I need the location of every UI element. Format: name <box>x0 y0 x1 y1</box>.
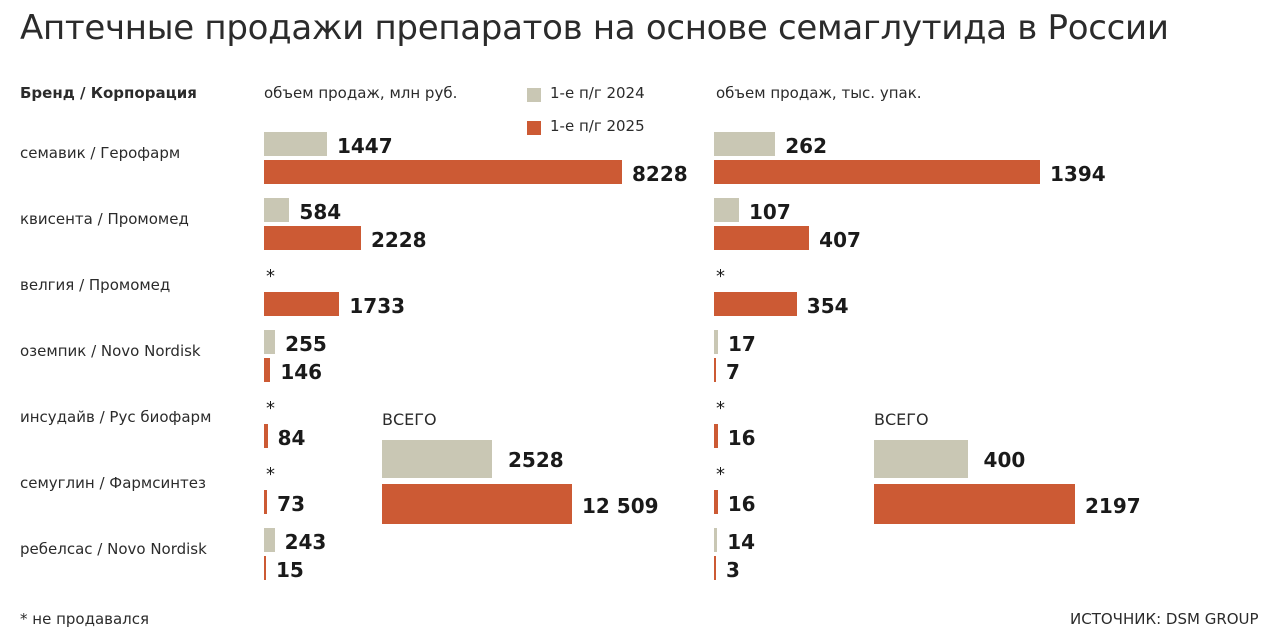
value-label-2025: 8228 <box>632 162 688 186</box>
not-sold-mark: * <box>266 464 275 485</box>
bar-2025 <box>264 556 266 580</box>
bar-2025 <box>264 424 268 448</box>
total-bar-2024 <box>382 440 492 478</box>
legend-swatch-2024 <box>527 88 541 102</box>
not-sold-mark: * <box>716 266 725 287</box>
total-value-2025: 2197 <box>1085 494 1141 518</box>
value-label-2025: 3 <box>726 558 740 582</box>
value-label-2024: 243 <box>284 530 327 554</box>
bar-2025 <box>264 358 271 382</box>
bar-2024 <box>714 528 718 552</box>
not-sold-mark: * <box>266 398 275 419</box>
bar-2025 <box>264 160 622 184</box>
bar-2024 <box>264 132 327 156</box>
bar-2025 <box>714 226 810 250</box>
bar-2025 <box>264 292 340 316</box>
value-label-2025: 73 <box>277 492 306 516</box>
total-bar-2024 <box>874 440 968 478</box>
bar-2024 <box>714 132 776 156</box>
total-bar-2025 <box>874 484 1075 524</box>
value-label-2024: 17 <box>727 332 756 356</box>
bar-2025 <box>264 226 361 250</box>
value-label-2025: 1394 <box>1050 162 1106 186</box>
brand-label: ребелсас / Novo Nordisk <box>20 540 207 558</box>
value-label-2025: 7 <box>726 360 740 384</box>
brand-label: семуглин / Фармсинтез <box>20 474 206 492</box>
total-label: ВСЕГО <box>874 410 929 429</box>
total-value-2024: 400 <box>983 448 1026 472</box>
value-label-2025: 84 <box>277 426 306 450</box>
legend-label-2024: 1-е п/г 2024 <box>550 84 645 102</box>
total-value-2025: 12 509 <box>582 494 659 518</box>
total-label: ВСЕГО <box>382 410 437 429</box>
value-label-2024: 14 <box>727 530 756 554</box>
value-label-2024: 107 <box>749 200 791 224</box>
bar-2024 <box>264 330 276 354</box>
not-sold-mark: * <box>266 266 275 287</box>
source-note: ИСТОЧНИК: DSM GROUP <box>1070 610 1259 628</box>
total-value-2024: 2528 <box>507 448 564 472</box>
bar-2024 <box>714 330 718 354</box>
not-sold-mark: * <box>716 464 725 485</box>
bar-2025 <box>714 556 716 580</box>
value-label-2024: 584 <box>299 200 342 224</box>
brand-label: велгия / Промомед <box>20 276 171 294</box>
bar-2025 <box>714 292 797 316</box>
bar-2025 <box>264 490 268 514</box>
not-sold-mark: * <box>716 398 725 419</box>
units-chart-subtitle: объем продаж, тыс. упак. <box>716 84 922 102</box>
brand-label: оземпик / Novo Nordisk <box>20 342 201 360</box>
bar-2025 <box>714 160 1040 184</box>
value-label-2025: 16 <box>727 426 756 450</box>
brand-label: семавик / Герофарм <box>20 144 181 162</box>
value-label-2025: 146 <box>280 360 323 384</box>
bar-2024 <box>264 198 290 222</box>
value-label-2025: 1733 <box>349 294 406 318</box>
total-bar-2025 <box>382 484 572 524</box>
value-label-2025: 407 <box>819 228 861 252</box>
brand-label: инсудайв / Рус биофарм <box>20 408 212 426</box>
bar-2025 <box>714 490 718 514</box>
chart-title: Аптечные продажи препаратов на основе се… <box>20 8 1169 48</box>
value-label-2025: 354 <box>806 294 849 318</box>
rub-chart-subtitle: объем продаж, млн руб. <box>264 84 458 102</box>
value-label-2025: 15 <box>276 558 304 582</box>
brand-label: квисента / Промомед <box>20 210 189 228</box>
bar-2024 <box>264 528 275 552</box>
bar-2024 <box>714 198 740 222</box>
value-label-2024: 255 <box>285 332 327 356</box>
bar-2025 <box>714 424 718 448</box>
value-label-2025: 16 <box>727 492 756 516</box>
bar-2025 <box>714 358 716 382</box>
value-label-2025: 2228 <box>370 228 427 252</box>
value-label-2024: 1447 <box>336 134 393 158</box>
legend-swatch-2025 <box>527 121 541 135</box>
value-label-2024: 262 <box>785 134 828 158</box>
footnote: * не продавался <box>20 610 150 628</box>
brand-column-header: Бренд / Корпорация <box>20 84 197 102</box>
legend-label-2025: 1-е п/г 2025 <box>550 117 645 135</box>
